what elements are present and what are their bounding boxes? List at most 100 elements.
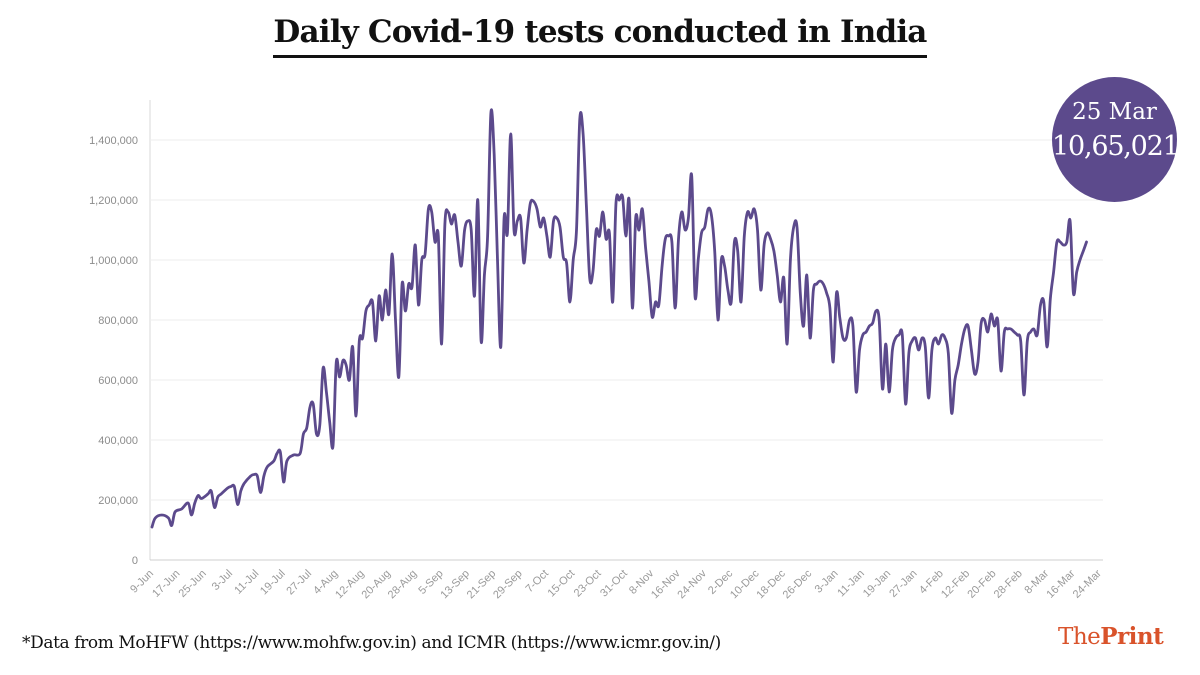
data-point: [1046, 346, 1048, 348]
data-point: [760, 289, 762, 291]
data-point: [888, 391, 890, 393]
data-point: [302, 433, 304, 435]
data-point: [266, 466, 268, 468]
data-point: [786, 343, 788, 345]
data-point: [730, 301, 732, 303]
data-point: [1020, 340, 1022, 342]
data-point: [312, 403, 314, 405]
data-point: [654, 301, 656, 303]
data-point: [440, 343, 442, 345]
data-point: [793, 226, 795, 228]
data-point: [480, 340, 482, 342]
data-point: [1006, 328, 1008, 330]
data-point: [921, 337, 923, 339]
data-point: [941, 334, 943, 336]
data-point: [898, 334, 900, 336]
data-point: [490, 112, 492, 114]
x-tick-label: 12-Feb: [939, 568, 972, 601]
data-point: [950, 412, 952, 414]
data-point: [964, 328, 966, 330]
data-point: [727, 289, 729, 291]
data-point: [253, 473, 255, 475]
data-point: [434, 241, 436, 243]
data-point: [691, 175, 693, 177]
data-point: [236, 503, 238, 505]
data-point: [500, 346, 502, 348]
data-point: [605, 238, 607, 240]
data-point: [644, 247, 646, 249]
data-point: [398, 376, 400, 378]
data-point: [878, 319, 880, 321]
data-point: [1069, 220, 1071, 222]
data-point: [1023, 394, 1025, 396]
data-point: [309, 406, 311, 408]
data-point: [510, 133, 512, 135]
data-point: [700, 232, 702, 234]
data-point: [598, 235, 600, 237]
data-point: [1013, 331, 1015, 333]
data-point: [569, 301, 571, 303]
data-point: [414, 244, 416, 246]
data-point: [954, 379, 956, 381]
data-point: [885, 343, 887, 345]
data-point: [460, 265, 462, 267]
data-point: [207, 493, 209, 495]
data-point: [315, 433, 317, 435]
data-point: [710, 214, 712, 216]
data-point: [493, 154, 495, 156]
data-point: [858, 349, 860, 351]
x-tick-label: 19-Jan: [861, 568, 893, 600]
data-point: [1010, 328, 1012, 330]
x-tick-label: 31-Oct: [598, 568, 630, 600]
data-point: [835, 292, 837, 294]
x-tick-label: 16-Mar: [1044, 567, 1077, 600]
logo-part-print: Print: [1100, 623, 1164, 650]
data-point: [615, 202, 617, 204]
data-point: [467, 220, 469, 222]
data-point: [1066, 241, 1068, 243]
data-point: [1076, 271, 1078, 273]
data-point: [1016, 334, 1018, 336]
data-point: [635, 217, 637, 219]
data-point: [579, 118, 581, 120]
data-point: [213, 506, 215, 508]
data-point: [842, 337, 844, 339]
data-point: [746, 211, 748, 213]
data-point: [486, 235, 488, 237]
data-point: [171, 524, 173, 526]
data-point: [552, 220, 554, 222]
x-tick-label: 20-Feb: [965, 568, 998, 601]
data-point: [773, 250, 775, 252]
data-point: [783, 277, 785, 279]
data-point: [674, 307, 676, 309]
data-point: [980, 322, 982, 324]
data-point: [477, 199, 479, 201]
y-tick-label: 0: [132, 555, 138, 567]
data-point: [974, 373, 976, 375]
data-point: [990, 313, 992, 315]
gridlines: [149, 100, 1103, 561]
data-point: [174, 511, 176, 513]
data-point: [723, 265, 725, 267]
data-point: [427, 208, 429, 210]
x-tick-label: 28-Feb: [992, 568, 1025, 601]
data-point: [714, 250, 716, 252]
y-tick-label: 200,000: [98, 495, 138, 507]
data-point: [1003, 331, 1005, 333]
theprint-logo[interactable]: ThePrint: [1058, 623, 1164, 650]
data-point: [766, 232, 768, 234]
data-point: [388, 313, 390, 315]
data-point: [779, 301, 781, 303]
x-tick-label: 28-Aug: [386, 568, 420, 602]
data-point: [322, 367, 324, 369]
data-point: [944, 337, 946, 339]
data-point: [904, 403, 906, 405]
data-point: [503, 217, 505, 219]
data-point: [352, 346, 354, 348]
data-point: [233, 485, 235, 487]
data-point: [997, 319, 999, 321]
data-point: [845, 337, 847, 339]
data-point: [483, 274, 485, 276]
data-point: [638, 229, 640, 231]
